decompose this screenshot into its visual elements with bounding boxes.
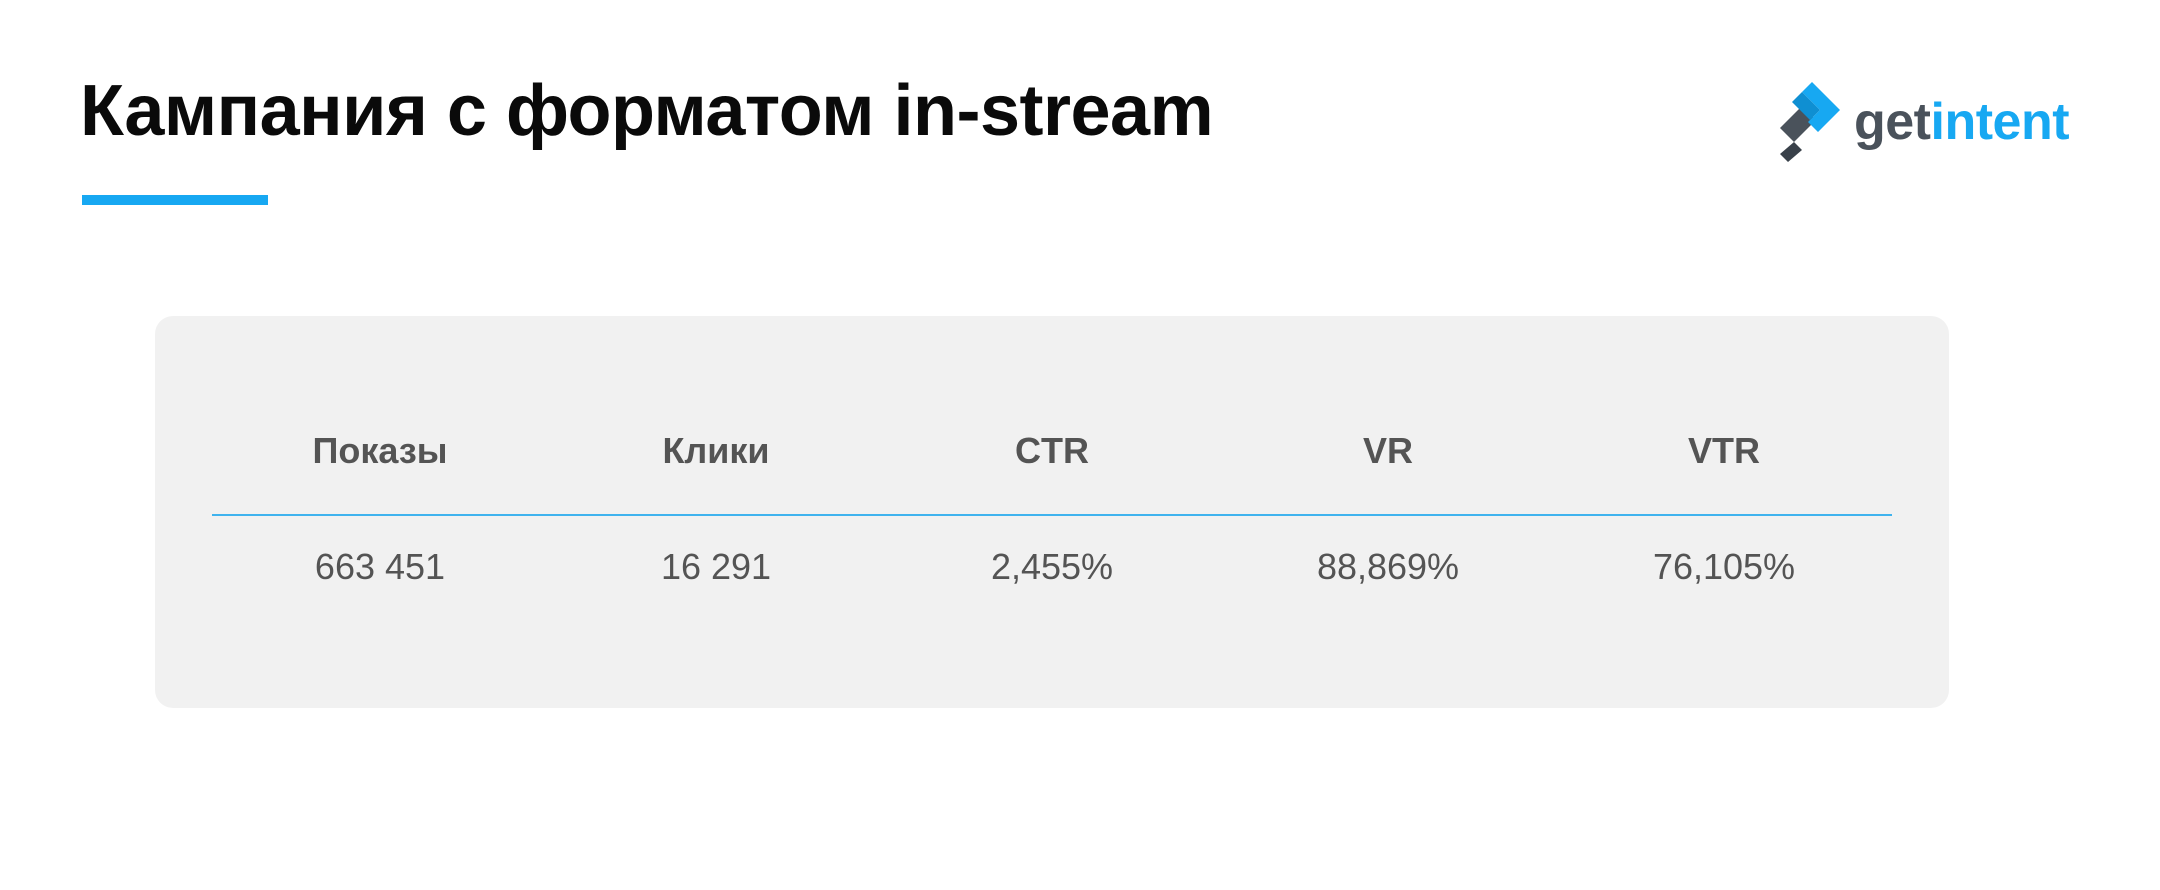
value-ctr: 2,455% xyxy=(990,546,1114,587)
getintent-logo: getintent xyxy=(1774,82,2070,162)
value-vr: 88,869% xyxy=(1316,546,1460,587)
header-vtr: VTR xyxy=(1688,430,1760,471)
value-vtr: 76,105% xyxy=(1652,546,1796,587)
logo-text-intent: intent xyxy=(1930,93,2070,151)
table-header-row: Показы Клики CTR VR VTR xyxy=(212,426,1892,476)
logo-wordmark: getintent xyxy=(1854,93,2070,151)
metrics-table-card: Показы Клики CTR VR VTR 663 451 16 291 2… xyxy=(155,316,1949,708)
table-divider xyxy=(212,514,1892,516)
value-impressions: 663 451 xyxy=(314,546,446,587)
header-clicks: Клики xyxy=(662,430,770,471)
header-vr: VR xyxy=(1362,430,1413,471)
header-impressions: Показы xyxy=(312,430,448,471)
slide-title: Кампания с форматом in-stream xyxy=(80,71,1214,151)
table-row: 663 451 16 291 2,455% 88,869% 76,105% xyxy=(212,542,1892,592)
value-clicks: 16 291 xyxy=(660,546,772,587)
header-ctr: CTR xyxy=(1015,430,1089,471)
getintent-logo-icon xyxy=(1780,82,1840,162)
title-underline xyxy=(82,195,268,205)
logo-text-get: get xyxy=(1854,93,1931,151)
